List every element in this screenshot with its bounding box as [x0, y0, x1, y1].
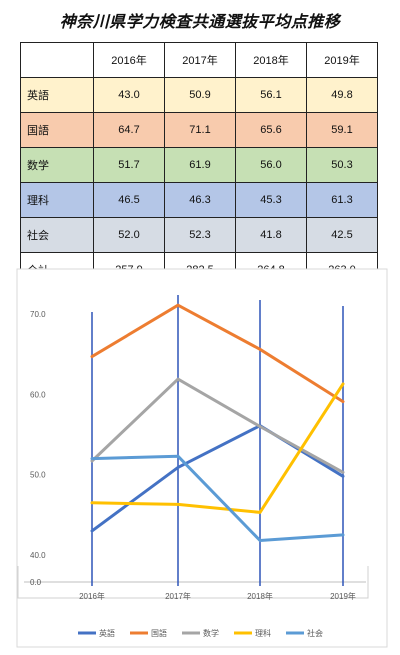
- score-cell: 71.1: [164, 112, 236, 148]
- x-tick-label: 2019年: [330, 591, 356, 601]
- score-cell: 52.0: [93, 217, 165, 253]
- line-chart-svg: 70.0 60.0 50.0 40.0 0.0 2016年 2017年 2018年 2019年…: [16, 268, 388, 648]
- score-cell: 42.5: [306, 217, 378, 253]
- y-tick-label: 50.0: [30, 471, 46, 480]
- y-tick-label: 70.0: [30, 310, 46, 319]
- score-cell: 61.3: [306, 182, 378, 218]
- score-cell: 64.7: [93, 112, 165, 148]
- score-cell: 65.6: [235, 112, 307, 148]
- legend-label: 英語: [99, 628, 115, 638]
- table-row: 数学 51.7 61.9 56.0 50.3: [20, 147, 378, 183]
- table-row: 社会 52.0 52.3 41.8 42.5: [20, 217, 378, 253]
- series-line: [90, 382, 345, 514]
- series-line: [90, 454, 345, 542]
- score-cell: 61.9: [164, 147, 236, 183]
- table-row: 国語 64.7 71.1 65.6 59.1: [20, 112, 378, 148]
- subject-label: 国語: [20, 112, 94, 148]
- score-cell: 56.1: [235, 77, 307, 113]
- score-cell: 56.0: [235, 147, 307, 183]
- year-header: 2018年: [235, 42, 307, 78]
- y-tick-label: 60.0: [30, 390, 46, 399]
- subject-label: 英語: [20, 77, 94, 113]
- score-table: 2016年 2017年 2018年 2019年 英語 43.0 50.9 56.…: [20, 42, 378, 288]
- legend-label: 数学: [203, 628, 219, 638]
- subject-label: 数学: [20, 147, 94, 183]
- table-header-row: 2016年 2017年 2018年 2019年: [20, 42, 378, 78]
- year-header: 2017年: [164, 42, 236, 78]
- subject-label: 理科: [20, 182, 94, 218]
- score-cell: 50.3: [306, 147, 378, 183]
- page-title: 神奈川県学力検査共通選抜平均点推移: [59, 12, 341, 31]
- table-corner-cell: [20, 42, 94, 78]
- table-row: 理科 46.5 46.3 45.3 61.3: [20, 182, 378, 218]
- score-cell: 43.0: [93, 77, 165, 113]
- axis-break-panel: [17, 566, 369, 599]
- x-tick-label: 2018年: [247, 591, 273, 601]
- table-row: 英語 43.0 50.9 56.1 49.8: [20, 77, 378, 113]
- y-tick-label: 0.0: [30, 578, 42, 587]
- score-cell: 45.3: [235, 182, 307, 218]
- year-header: 2016年: [93, 42, 165, 78]
- legend-label: 国語: [151, 628, 167, 638]
- subject-label: 社会: [20, 217, 94, 253]
- score-cell: 51.7: [93, 147, 165, 183]
- chart-border: [16, 268, 388, 648]
- score-cell: 50.9: [164, 77, 236, 113]
- year-header: 2019年: [306, 42, 378, 78]
- score-cell: 46.3: [164, 182, 236, 218]
- score-cell: 52.3: [164, 217, 236, 253]
- score-cell: 46.5: [93, 182, 165, 218]
- score-cell: 41.8: [235, 217, 307, 253]
- x-tick-label: 2017年: [165, 591, 191, 601]
- x-tick-label: 2016年: [79, 591, 105, 601]
- line-chart: 70.0 60.0 50.0 40.0 0.0 2016年 2017年 2018年 2019年…: [16, 268, 388, 648]
- legend-label: 理科: [255, 628, 271, 638]
- score-cell: 59.1: [306, 112, 378, 148]
- series-line: [90, 303, 345, 404]
- legend-label: 社会: [307, 628, 323, 638]
- score-cell: 49.8: [306, 77, 378, 113]
- y-tick-label: 40.0: [30, 551, 46, 560]
